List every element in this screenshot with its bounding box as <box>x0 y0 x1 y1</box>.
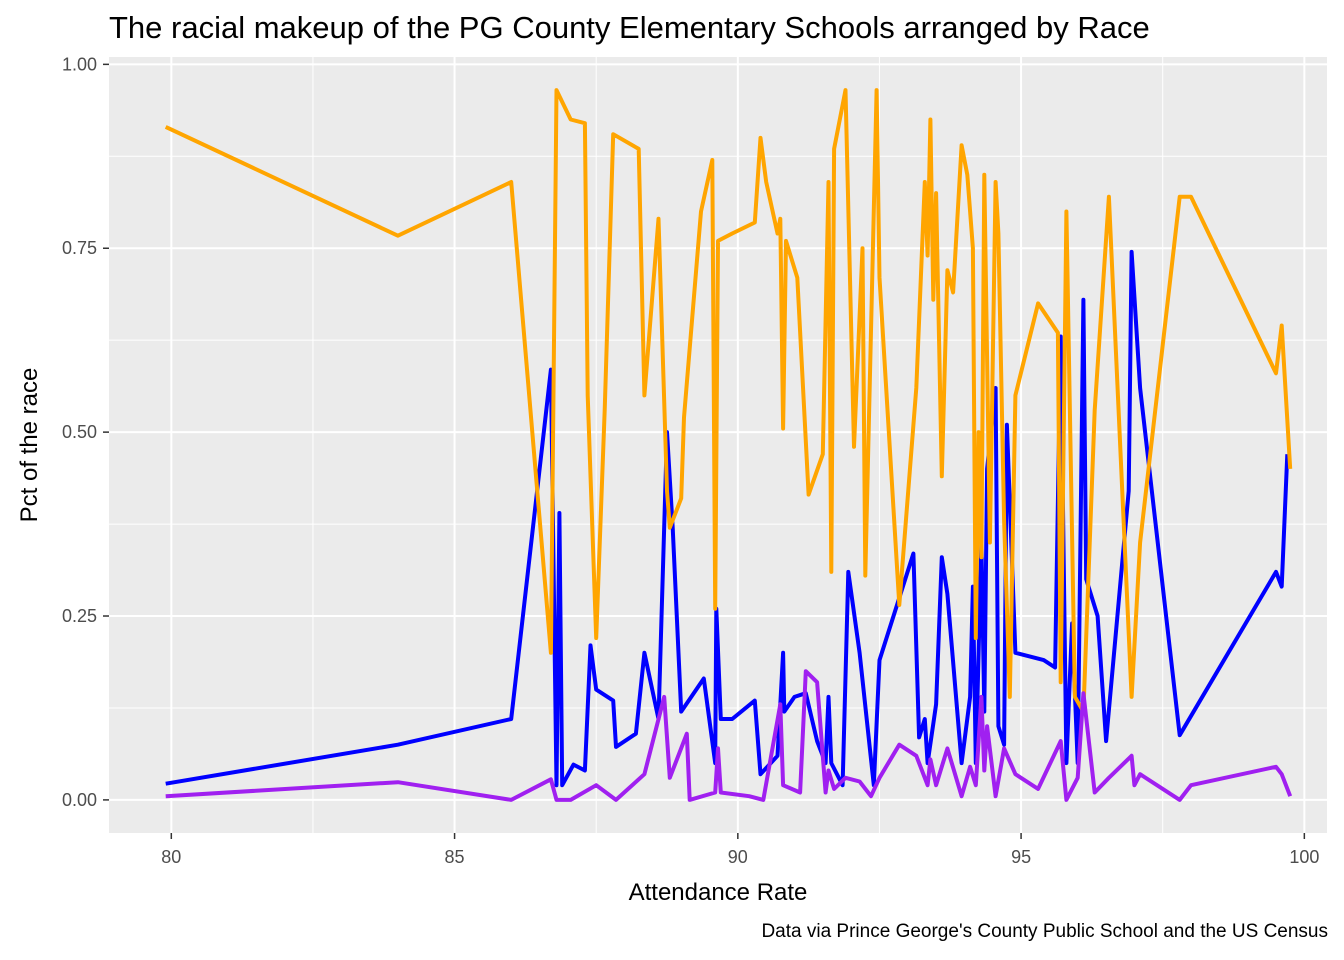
y-tick-label: 0.00 <box>62 790 97 810</box>
chart-title: The racial makeup of the PG County Eleme… <box>109 10 1150 45</box>
series-line <box>164 88 1293 714</box>
chart-caption: Data via Prince George's County Public S… <box>761 921 1328 942</box>
x-tick-label: 95 <box>1011 847 1031 867</box>
x-axis-ticks: 80 85 90 95 100 <box>161 833 1319 867</box>
series-line <box>165 669 1293 802</box>
x-tick-label: 100 <box>1289 847 1319 867</box>
y-axis-ticks: 0.00 0.25 0.50 0.75 1.00 <box>62 54 109 810</box>
x-tick-label: 85 <box>445 847 465 867</box>
series-line <box>165 249 1290 788</box>
y-tick-label: 0.50 <box>62 422 97 442</box>
y-tick-label: 0.25 <box>62 606 97 626</box>
y-axis-title: Pct of the race <box>16 368 43 523</box>
x-tick-label: 90 <box>728 847 748 867</box>
x-tick-label: 80 <box>161 847 181 867</box>
y-tick-label: 0.75 <box>62 238 97 258</box>
x-axis-title: Attendance Rate <box>629 879 808 906</box>
y-tick-label: 1.00 <box>62 54 97 74</box>
series-lines <box>164 88 1293 802</box>
